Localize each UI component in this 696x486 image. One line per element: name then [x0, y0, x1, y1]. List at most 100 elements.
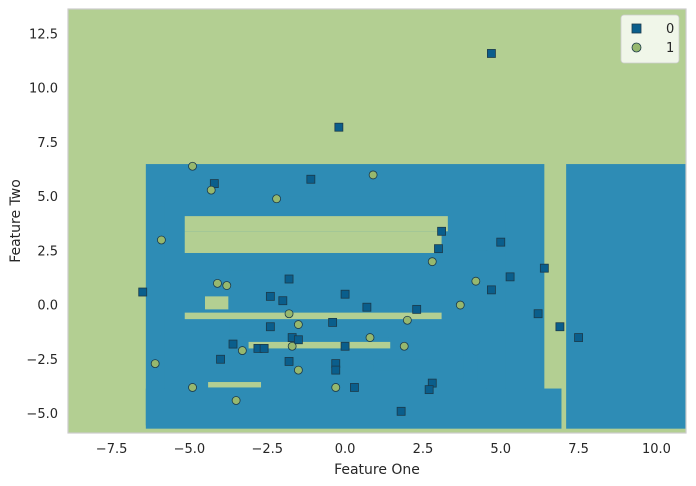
region-class-1: [208, 382, 262, 388]
region-class-0: [373, 359, 436, 371]
x-tick-label: −7.5: [96, 442, 128, 457]
data-points: [138, 49, 583, 416]
data-point-class-1: [427, 257, 437, 267]
region-class-0: [189, 209, 501, 211]
data-point-class-1: [188, 383, 197, 392]
data-point-class-1: [157, 235, 166, 245]
region-class-0: [229, 307, 389, 338]
data-point-class-1: [368, 170, 378, 180]
data-point-class-0: [555, 322, 565, 332]
data-point-class-1: [365, 333, 375, 342]
legend-label-1: 1: [666, 41, 674, 56]
data-point-class-0: [265, 322, 275, 332]
legend-circle-marker: [631, 42, 642, 53]
data-point-class-1: [237, 346, 247, 355]
data-point-class-0: [259, 344, 269, 353]
legend-label-0: 0: [666, 22, 674, 37]
data-point-class-0: [496, 237, 506, 247]
data-point-class-1: [293, 320, 303, 329]
data-point-class-0: [293, 335, 303, 345]
data-point-class-0: [533, 309, 543, 319]
data-point-class-0: [412, 304, 422, 314]
y-tick-label: 10.0: [29, 82, 58, 97]
data-point-class-0: [574, 333, 583, 342]
x-tick-label: 0.0: [335, 442, 356, 457]
y-tick-label: 7.5: [37, 136, 58, 151]
data-point-class-0: [424, 385, 434, 395]
x-tick-label: 5.0: [490, 442, 511, 457]
data-point-class-1: [293, 365, 303, 375]
data-point-class-0: [487, 49, 496, 58]
x-tick-label: 10.0: [642, 442, 671, 457]
data-point-class-1: [284, 309, 294, 319]
data-point-class-1: [213, 278, 222, 288]
data-point-class-0: [284, 357, 294, 366]
y-tick-label: 5.0: [37, 190, 58, 205]
x-tick-label: 2.5: [413, 442, 434, 457]
data-point-class-0: [437, 226, 447, 236]
data-point-class-0: [396, 406, 406, 416]
data-point-class-0: [539, 263, 549, 273]
data-point-class-1: [222, 281, 232, 290]
x-axis-ticks: −7.5 −5.0 −2.5 0.0 2.5 5.0 7.5 10.0: [96, 442, 671, 457]
region-class-0: [229, 272, 442, 304]
data-point-class-1: [455, 300, 465, 310]
data-point-class-1: [471, 276, 481, 286]
region-class-0: [491, 349, 506, 381]
data-point-class-0: [216, 354, 225, 364]
data-point-class-0: [228, 339, 238, 349]
data-point-class-1: [402, 315, 412, 325]
y-axis-label: Feature Two: [8, 179, 24, 263]
region-class-0: [145, 388, 562, 429]
y-tick-label: 2.5: [37, 244, 58, 259]
data-point-class-0: [340, 341, 350, 351]
region-class-1: [184, 231, 442, 253]
data-point-class-0: [328, 317, 338, 327]
data-point-class-0: [434, 244, 443, 254]
data-point-class-1: [188, 161, 197, 171]
data-point-class-0: [331, 365, 341, 375]
x-tick-label: −5.0: [174, 442, 206, 457]
data-point-class-1: [331, 383, 341, 392]
data-point-class-1: [399, 341, 409, 351]
plot-frame: [67, 8, 687, 434]
region-class-0: [566, 164, 686, 429]
data-point-class-0: [278, 296, 288, 306]
data-point-class-0: [284, 274, 294, 284]
region-class-0: [463, 349, 478, 381]
data-point-class-0: [265, 291, 275, 301]
data-point-class-1: [287, 341, 297, 351]
region-class-0: [229, 348, 336, 372]
x-tick-label: −2.5: [251, 442, 283, 457]
y-tick-label: 12.5: [29, 27, 58, 42]
data-point-class-0: [350, 383, 359, 392]
data-point-class-1: [231, 396, 241, 405]
region-class-1: [184, 216, 448, 232]
data-point-class-0: [306, 174, 316, 184]
x-tick-label: 7.5: [568, 442, 589, 457]
data-point-class-1: [272, 194, 281, 204]
data-point-class-0: [505, 272, 515, 282]
region-class-0: [201, 250, 489, 260]
decision-regions: [68, 9, 686, 433]
data-point-class-0: [487, 285, 496, 295]
data-point-class-1: [206, 185, 216, 195]
region-class-1: [204, 296, 229, 310]
data-point-class-0: [334, 122, 344, 132]
data-point-class-0: [138, 287, 148, 297]
data-point-class-0: [362, 302, 372, 312]
data-point-class-0: [340, 289, 350, 299]
y-tick-label: 0.0: [37, 299, 58, 314]
x-axis-label: Feature One: [334, 462, 420, 478]
region-class-0: [332, 352, 374, 366]
y-axis-ticks: −5.0 −2.5 0.0 2.5 5.0 7.5 10.0 12.5: [26, 27, 58, 422]
region-class-0: [229, 259, 392, 271]
region-class-1: [248, 341, 391, 349]
legend-square-marker: [631, 23, 642, 34]
y-tick-label: −2.5: [26, 353, 58, 368]
y-tick-label: −5.0: [26, 407, 58, 422]
legend: 0 1: [620, 14, 680, 64]
data-point-class-1: [150, 359, 160, 368]
region-class-1: [184, 312, 442, 320]
